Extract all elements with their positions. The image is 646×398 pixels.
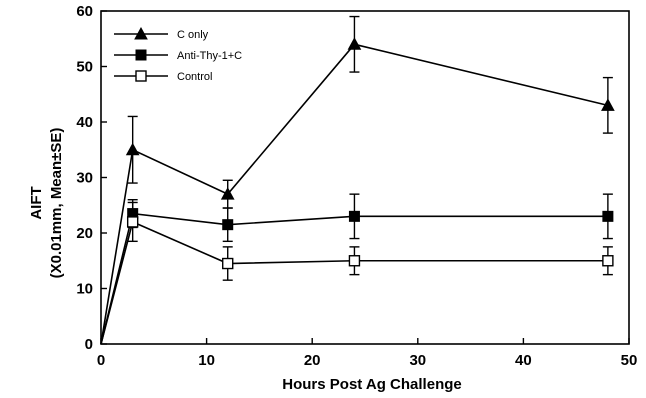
y-tick-label: 20 (76, 225, 93, 242)
x-tick-label: 10 (198, 352, 215, 369)
x-tick-label: 30 (409, 352, 426, 369)
legend-item-1: C only (114, 26, 209, 41)
y-tick-label: 0 (85, 336, 93, 353)
series-3 (100, 201, 614, 345)
series-layer (100, 15, 615, 345)
y-tick-label: 30 (76, 170, 93, 187)
data-point (602, 210, 614, 222)
legend-label: C only (177, 29, 209, 41)
legend-label: Control (177, 71, 212, 83)
legend-marker (135, 49, 147, 61)
data-point (602, 255, 614, 267)
series-2 (100, 193, 614, 345)
x-axis-label: Hours Post Ag Challenge (282, 376, 461, 393)
x-tick-label: 40 (515, 352, 532, 369)
y-tick-label: 10 (76, 281, 93, 298)
data-point (126, 216, 139, 228)
legend-item-2: Anti-Thy-1+C (114, 49, 242, 62)
data-point (222, 219, 234, 231)
data-point (125, 142, 140, 156)
x-tick-label: 20 (304, 352, 321, 369)
legend-marker (134, 26, 148, 40)
data-point (601, 98, 615, 111)
data-point (348, 255, 361, 267)
data-point (222, 257, 234, 270)
x-tick-label: 0 (97, 352, 105, 369)
y-axis-label-line-2: (X0.01mm, Mean±SE) (48, 128, 65, 279)
x-tick-label: 50 (621, 352, 638, 369)
series-1 (100, 15, 615, 345)
series-line (100, 220, 608, 345)
data-point (347, 37, 362, 50)
y-tick-label: 50 (76, 59, 93, 76)
data-point (348, 210, 360, 222)
y-axis-label-line-1: AIFT (28, 186, 45, 219)
axis-ticks: 0 10 20 30 40 50 0 10 20 30 40 50 60 (76, 3, 637, 369)
legend-item-3: Control (114, 70, 212, 83)
legend-label: Anti-Thy-1+C (177, 50, 242, 62)
legend: C only Anti-Thy-1+C Control (114, 26, 242, 83)
y-tick-label: 60 (76, 3, 93, 20)
legend-marker (135, 70, 147, 82)
y-tick-label: 40 (76, 114, 93, 131)
data-point (220, 187, 235, 200)
